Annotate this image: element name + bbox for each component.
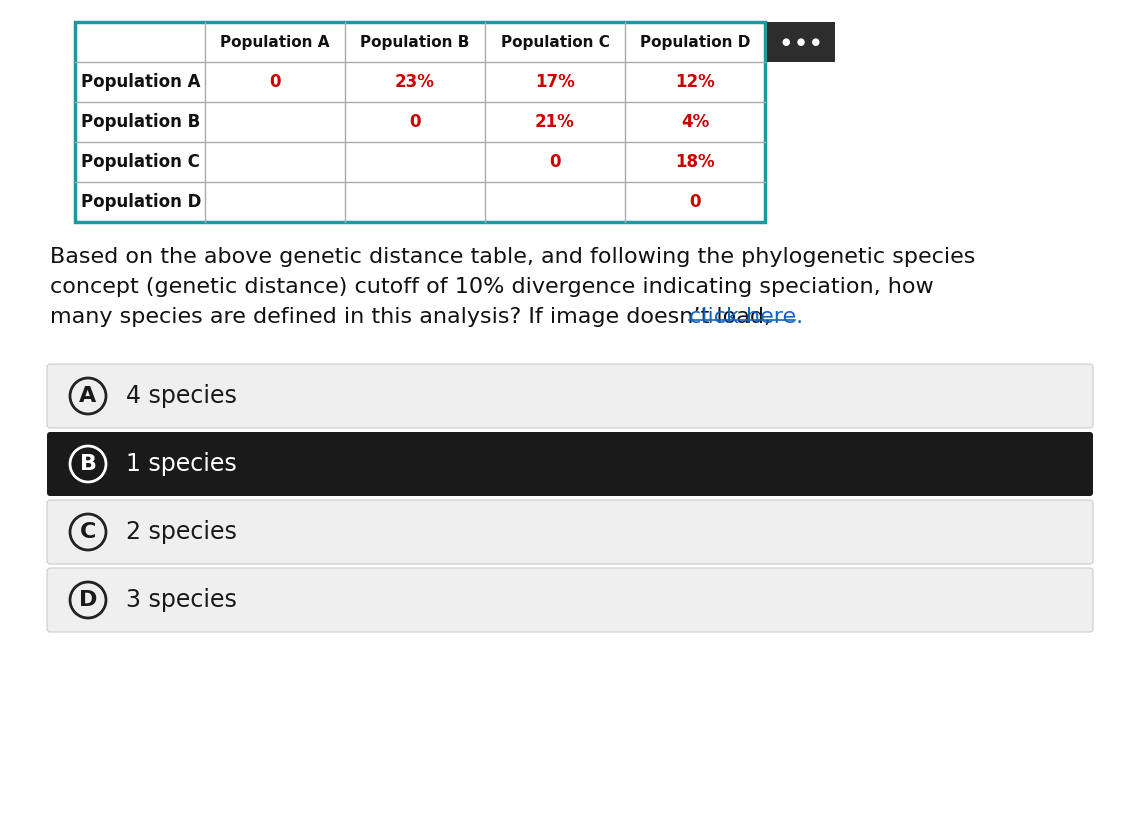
Bar — [767, 22, 835, 62]
FancyBboxPatch shape — [48, 364, 1094, 428]
Text: 4%: 4% — [680, 113, 709, 131]
Text: 0: 0 — [549, 153, 560, 171]
Text: 12%: 12% — [675, 73, 715, 91]
FancyBboxPatch shape — [48, 568, 1094, 632]
FancyBboxPatch shape — [48, 432, 1094, 496]
Circle shape — [70, 446, 106, 482]
Text: Based on the above genetic distance table, and following the phylogenetic specie: Based on the above genetic distance tabl… — [50, 247, 976, 267]
Text: A: A — [79, 386, 96, 406]
Text: many species are defined in this analysis? If image doesn’t load,: many species are defined in this analysi… — [50, 307, 778, 327]
Bar — [75, 22, 765, 222]
Text: 18%: 18% — [675, 153, 714, 171]
Text: Population B: Population B — [82, 113, 200, 131]
Text: Population C: Population C — [82, 153, 200, 171]
Text: 0: 0 — [269, 73, 281, 91]
FancyBboxPatch shape — [48, 500, 1094, 564]
Text: Population A: Population A — [82, 73, 200, 91]
Text: click here.: click here. — [689, 307, 803, 327]
Text: Population D: Population D — [82, 193, 201, 211]
Text: Population D: Population D — [640, 34, 751, 49]
Text: 3 species: 3 species — [126, 588, 237, 612]
Text: 17%: 17% — [535, 73, 575, 91]
Text: 0: 0 — [410, 113, 421, 131]
Text: Population C: Population C — [500, 34, 609, 49]
Text: 1 species: 1 species — [126, 452, 237, 476]
Text: B: B — [79, 454, 96, 474]
Text: 0: 0 — [689, 193, 701, 211]
Text: Population A: Population A — [221, 34, 329, 49]
Text: D: D — [79, 590, 97, 610]
Text: ●  ●  ●: ● ● ● — [782, 37, 820, 47]
Text: 4 species: 4 species — [126, 384, 237, 408]
Text: 23%: 23% — [395, 73, 435, 91]
Text: Population B: Population B — [360, 34, 470, 49]
Text: 21%: 21% — [535, 113, 575, 131]
Text: 2 species: 2 species — [126, 520, 237, 544]
Text: C: C — [80, 522, 96, 542]
Text: concept (genetic distance) cutoff of 10% divergence indicating speciation, how: concept (genetic distance) cutoff of 10%… — [50, 277, 934, 297]
